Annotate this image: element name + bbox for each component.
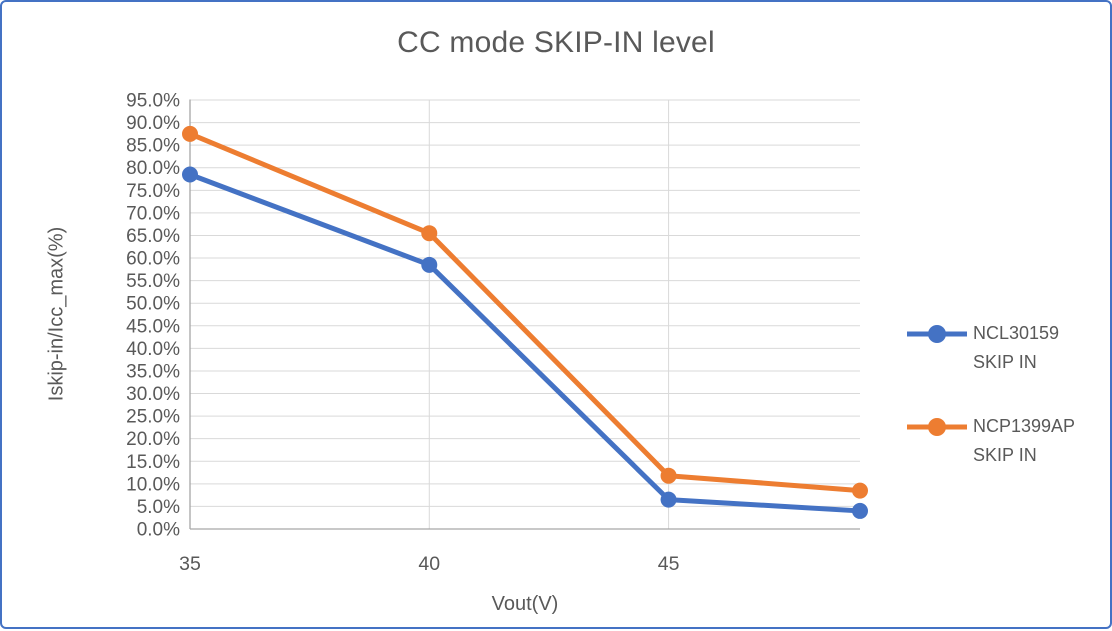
y-tick-label: 20.0% xyxy=(126,429,180,450)
data-point-marker xyxy=(182,166,198,183)
y-tick-label: 0.0% xyxy=(137,520,180,541)
y-tick-label: 95.0% xyxy=(126,91,180,112)
data-point-marker xyxy=(660,491,677,508)
y-tick-label: 65.0% xyxy=(126,226,180,247)
legend-label: NCP1399AP SKIP IN xyxy=(973,416,1075,465)
y-tick-label: 75.0% xyxy=(126,181,180,202)
data-point-marker xyxy=(421,225,438,242)
y-tick-label: 30.0% xyxy=(126,384,180,405)
series-line xyxy=(187,131,863,494)
data-point-marker xyxy=(852,482,868,499)
y-tick-label: 15.0% xyxy=(126,452,180,473)
y-tick-label: 90.0% xyxy=(126,113,180,134)
y-tick-label: 10.0% xyxy=(126,474,180,495)
data-point-marker xyxy=(852,502,868,519)
legend-label: NCL30159 SKIP IN xyxy=(973,323,1060,372)
legend-item: NCL30159 SKIP IN xyxy=(905,319,1085,377)
data-point-marker xyxy=(421,256,438,273)
y-tick-label: 70.0% xyxy=(126,203,180,224)
y-tick-label: 85.0% xyxy=(126,136,180,157)
legend-item: NCP1399AP SKIP IN xyxy=(905,412,1085,470)
y-tick-label: 55.0% xyxy=(126,271,180,292)
legend-marker-line-icon xyxy=(907,325,967,343)
series-line xyxy=(187,172,863,514)
y-tick-label: 60.0% xyxy=(126,249,180,270)
y-tick-label: 5.0% xyxy=(137,497,180,518)
data-point-marker xyxy=(660,467,677,484)
data-point-marker xyxy=(182,125,198,142)
x-axis-title: Vout(V) xyxy=(491,593,559,615)
y-tick-label: 45.0% xyxy=(126,316,180,337)
x-tick-label: 45 xyxy=(658,553,680,575)
y-tick-label: 35.0% xyxy=(126,361,180,382)
legend-marker-line-icon xyxy=(907,418,967,436)
y-tick-label: 50.0% xyxy=(126,294,180,315)
y-axis-title: Iskip-in/Icc_max(%) xyxy=(45,226,68,402)
y-tick-label: 25.0% xyxy=(126,407,180,428)
y-tick-label: 40.0% xyxy=(126,339,180,360)
y-tick-label: 80.0% xyxy=(126,158,180,179)
x-tick-label: 40 xyxy=(418,553,440,575)
chart-title: CC mode SKIP-IN level xyxy=(397,26,715,59)
x-tick-label: 35 xyxy=(179,553,201,575)
